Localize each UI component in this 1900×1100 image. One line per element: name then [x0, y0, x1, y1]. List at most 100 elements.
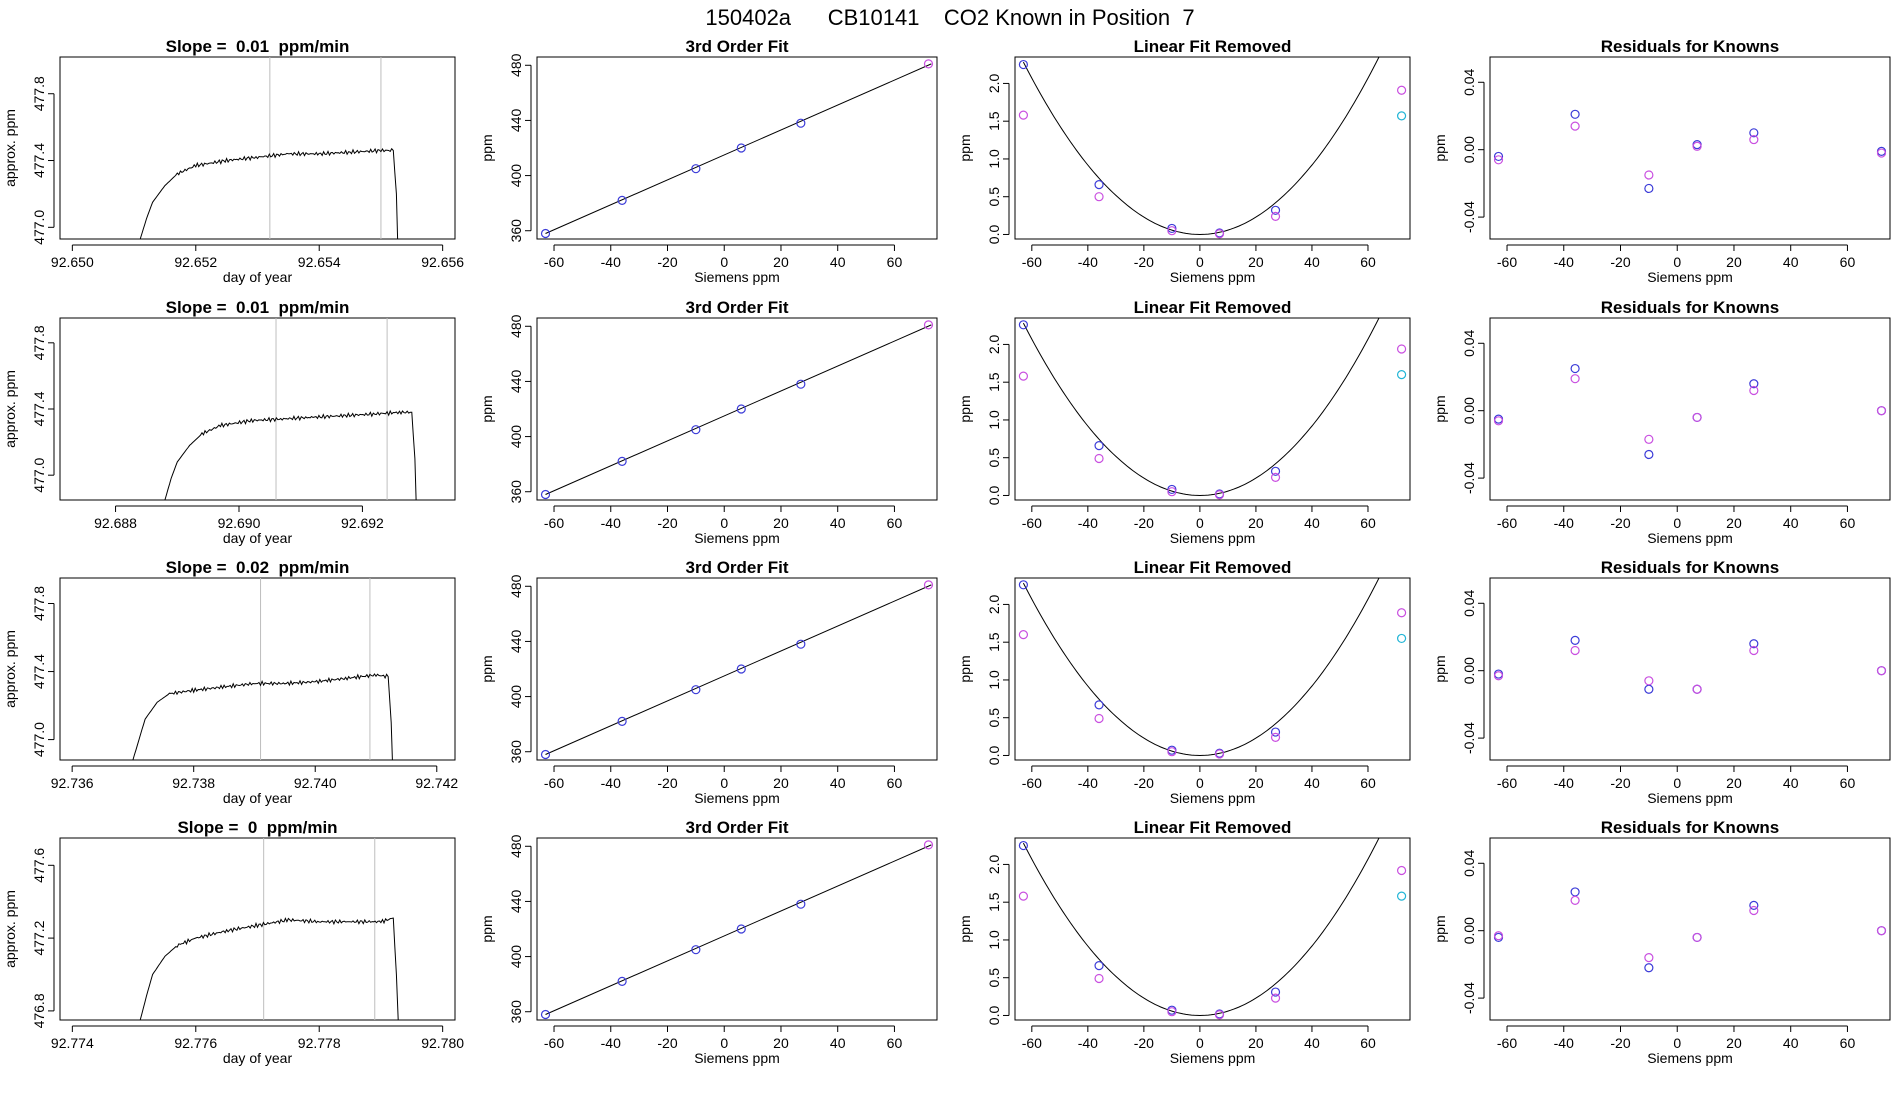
x-tick-label: 0: [1673, 775, 1681, 791]
x-axis-label: Siemens ppm: [1647, 790, 1733, 806]
x-tick-label: 0: [720, 254, 728, 270]
y-tick-label: 400: [508, 685, 524, 709]
data-point-blue: [1094, 961, 1104, 971]
data-point-blue: [691, 685, 701, 695]
y-tick-label: 2.0: [986, 73, 1002, 93]
plot-area: [545, 63, 932, 234]
data-point-magenta: [923, 840, 934, 850]
x-tick-label: -20: [657, 775, 677, 791]
data-point-magenta: [1270, 993, 1281, 1003]
x-tick-label: 92.742: [415, 775, 458, 791]
x-tick-label: -40: [601, 254, 621, 270]
y-tick-label: 400: [508, 945, 524, 969]
x-tick-label: 40: [1304, 775, 1320, 791]
fit-line: [545, 844, 932, 1015]
x-tick-label: -60: [544, 775, 564, 791]
x-tick-label: -40: [1554, 1035, 1574, 1051]
x-tick-label: 20: [1726, 254, 1742, 270]
data-point-magenta: [1749, 905, 1759, 916]
panel-title: 3rd Order Fit: [686, 818, 789, 837]
panel-title: Residuals for Knowns: [1601, 298, 1780, 317]
panel-title: Linear Fit Removed: [1134, 558, 1292, 577]
data-point-magenta: [1644, 170, 1654, 180]
data-point-magenta: [1214, 1010, 1225, 1020]
data-point-blue: [1270, 466, 1281, 476]
panel-title: Residuals for Knowns: [1601, 558, 1780, 577]
quadratic-curve: [1022, 57, 1380, 236]
data-point-magenta: [1749, 134, 1759, 145]
x-tick-label: 0: [720, 515, 728, 531]
x-tick-label: -60: [1022, 254, 1042, 270]
fit-line: [545, 324, 932, 495]
plot-frame: [536, 837, 938, 1021]
y-tick-label: 2.0: [986, 334, 1002, 354]
plot-area: [164, 318, 417, 500]
panel-title: Residuals for Knowns: [1601, 818, 1780, 837]
x-tick-label: 40: [830, 515, 846, 531]
y-axis-label: approx. ppm: [2, 370, 18, 448]
y-axis-label: ppm: [479, 395, 495, 422]
data-point-blue: [691, 425, 701, 435]
data-point-blue: [1270, 987, 1281, 997]
data-point-magenta: [1214, 229, 1225, 239]
x-tick-label: 60: [1840, 775, 1856, 791]
data-point-magenta: [1876, 666, 1887, 676]
data-point-magenta: [1018, 630, 1029, 640]
x-tick-label: 92.688: [94, 515, 137, 531]
y-axis-label: ppm: [1432, 655, 1448, 682]
y-tick-label: 440: [508, 109, 524, 133]
data-point-blue: [796, 379, 806, 389]
x-tick-label: 60: [1360, 1035, 1376, 1051]
data-point-magenta: [1493, 416, 1504, 426]
x-tick-label: -60: [544, 254, 564, 270]
y-tick-label: 0.0: [986, 746, 1002, 766]
x-tick-label: -60: [544, 515, 564, 531]
x-tick-label: 60: [1840, 515, 1856, 531]
y-tick-label: 0.0: [986, 486, 1002, 506]
y-axis-label: ppm: [1432, 134, 1448, 161]
plot-area: [545, 844, 932, 1015]
x-tick-label: 20: [1726, 515, 1742, 531]
data-point-blue: [617, 456, 627, 466]
x-tick-label: -40: [1078, 775, 1098, 791]
x-axis-label: day of year: [223, 530, 293, 546]
y-tick-label: 0.04: [1461, 849, 1477, 876]
plot-frame: [1014, 577, 1411, 761]
data-point-magenta: [1396, 865, 1407, 876]
y-tick-label: 400: [508, 425, 524, 449]
y-tick-label: -0.04: [1461, 982, 1477, 1014]
x-tick-label: -20: [1610, 775, 1630, 791]
quadratic-curve: [1022, 578, 1380, 757]
panel-timeseries-row4: Slope = 0 ppm/min 92.774 92.776 92.778 92.78…: [2, 818, 464, 1066]
x-tick-label: -40: [1078, 515, 1098, 531]
plot-frame: [536, 577, 938, 761]
x-axis-label: Siemens ppm: [1170, 1050, 1256, 1066]
x-tick-label: -20: [657, 515, 677, 531]
x-tick-label: -60: [1497, 775, 1517, 791]
data-point-magenta: [1270, 211, 1281, 221]
y-axis-label: approx. ppm: [2, 109, 18, 187]
data-point-blue: [1644, 449, 1654, 460]
x-tick-label: -60: [1497, 254, 1517, 270]
data-point-magenta: [1018, 891, 1029, 901]
x-tick-label: 40: [830, 1035, 846, 1051]
x-tick-label: 40: [1783, 775, 1799, 791]
y-tick-label: 1.0: [986, 149, 1002, 169]
panel-title: Slope = 0.01 ppm/min: [166, 37, 350, 56]
x-axis-label: day of year: [223, 1050, 293, 1066]
panel-linear_removed-row4: Linear Fit Removed -60 -40 -20 0 20 40 60 Siemen…: [957, 818, 1411, 1066]
x-tick-label: 40: [1783, 254, 1799, 270]
x-tick-label: 0: [720, 1035, 728, 1051]
data-point-magenta: [1570, 645, 1580, 656]
x-tick-label: 0: [1196, 515, 1204, 531]
plot-frame: [59, 317, 456, 501]
data-point-blue: [1270, 205, 1281, 215]
x-tick-label: -20: [1134, 254, 1154, 270]
figure-title: 150402a CB10141 CO2 Known in Position 7: [705, 5, 1194, 30]
x-tick-label: -40: [1078, 1035, 1098, 1051]
y-tick-label: 360: [508, 1000, 524, 1024]
data-point-magenta: [1094, 192, 1104, 202]
x-tick-label: -60: [544, 1035, 564, 1051]
plot-area: [545, 584, 932, 755]
plot-frame: [1489, 837, 1891, 1021]
